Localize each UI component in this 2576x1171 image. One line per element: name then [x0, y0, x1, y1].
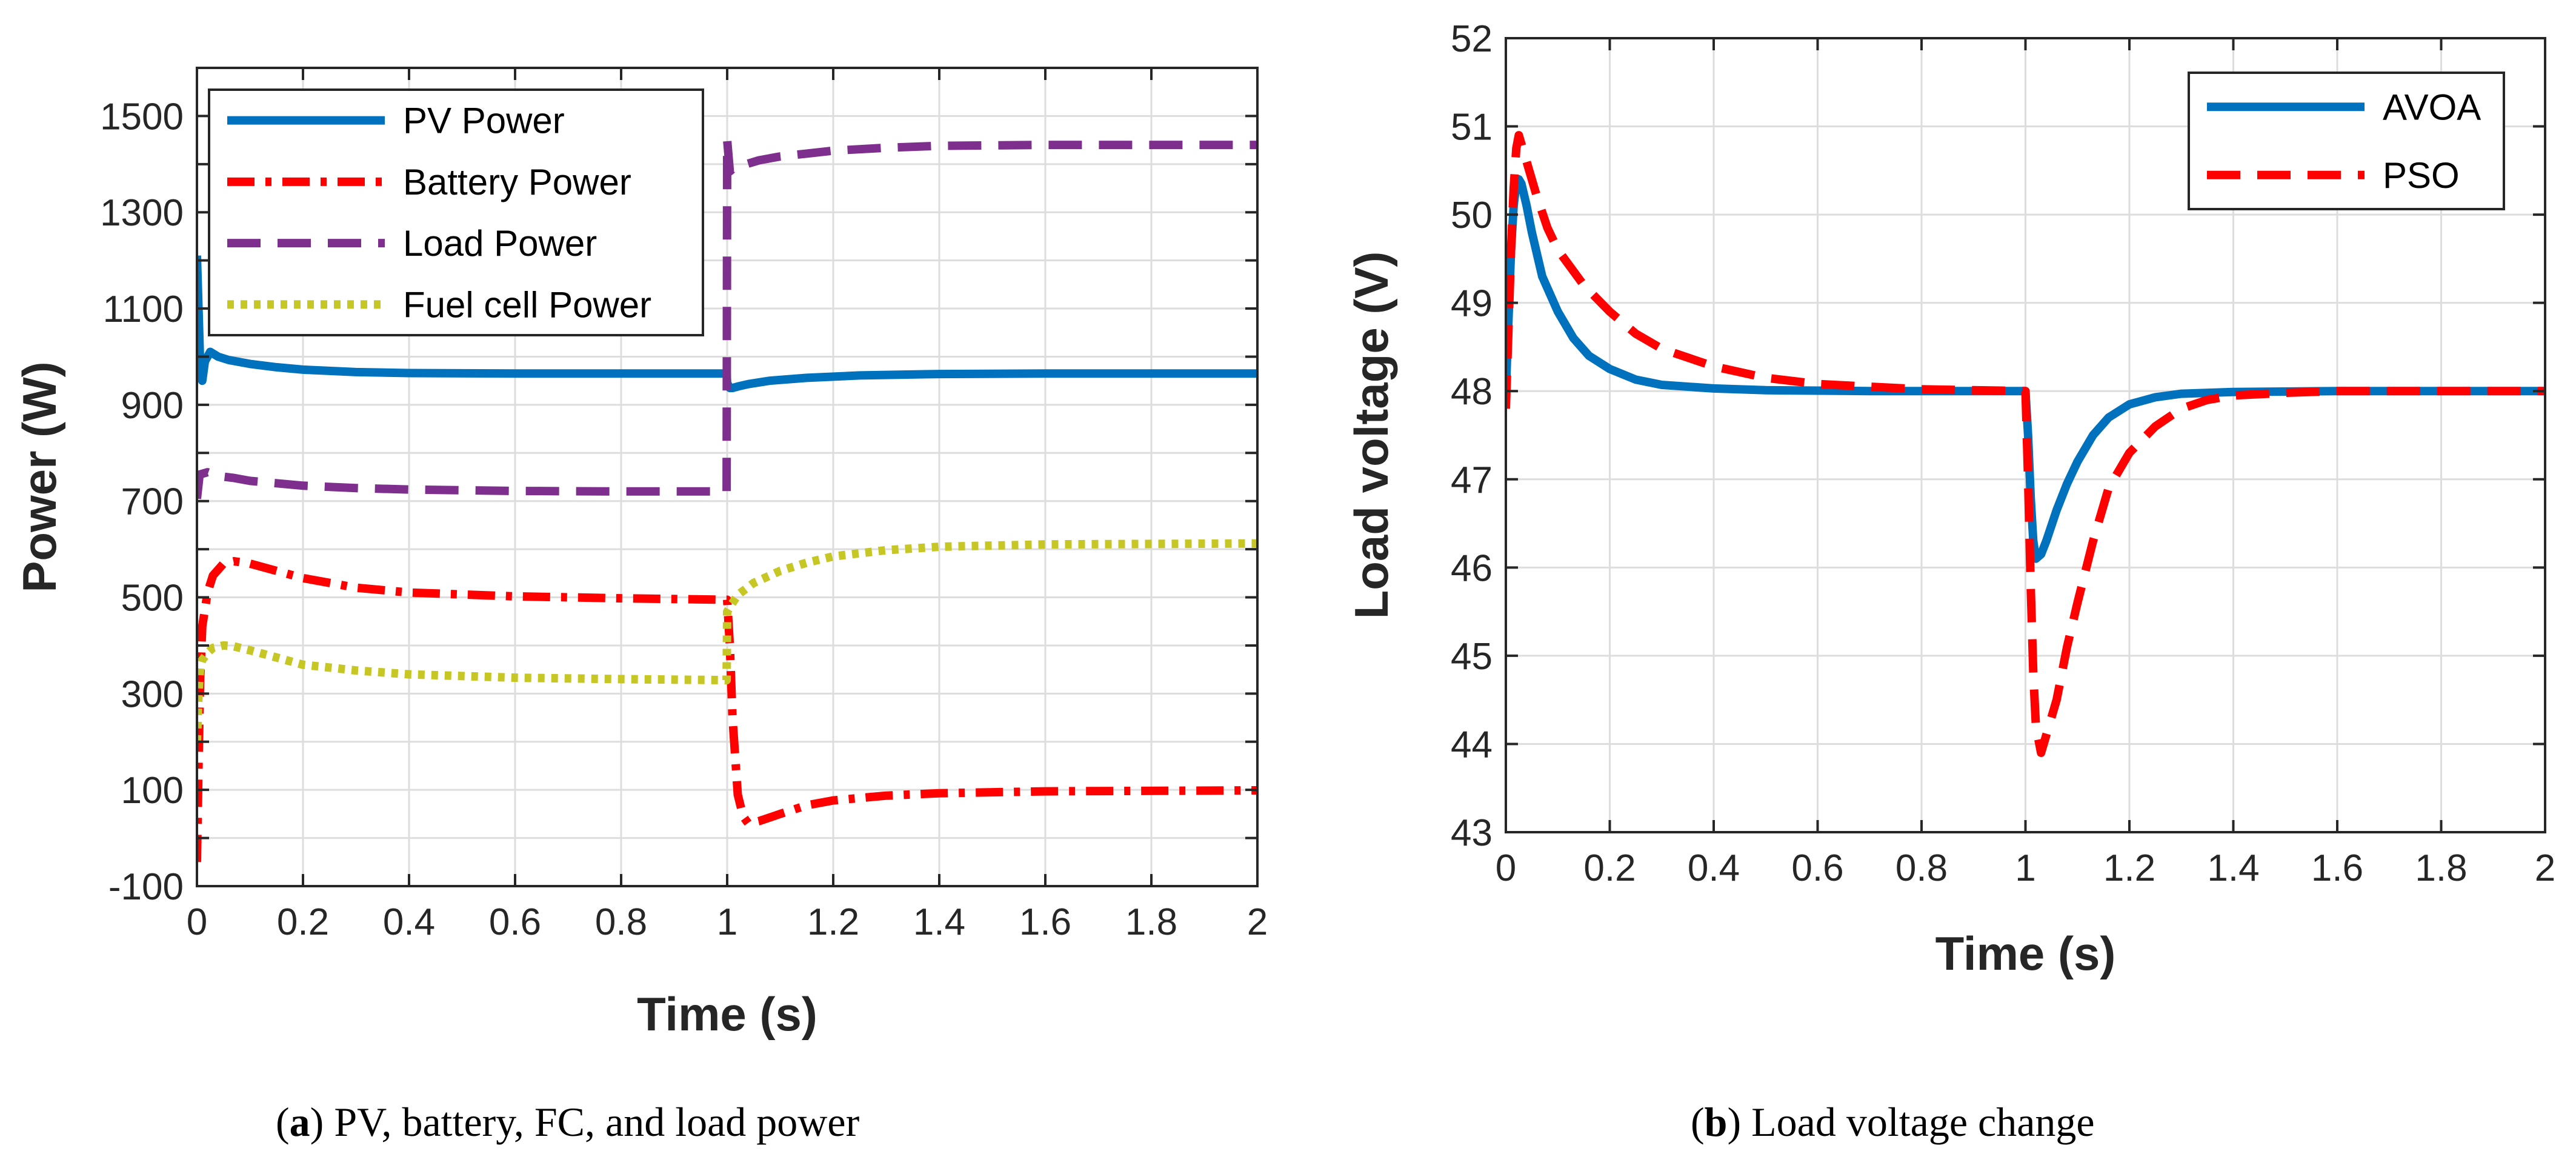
legend-box [208, 88, 704, 336]
legend-label: Load Power [403, 223, 597, 264]
y-tick-label: 100 [121, 770, 184, 812]
x-tick-label: 0.4 [383, 901, 435, 943]
y-tick-label: 51 [1451, 107, 1493, 148]
y-tick-label: 500 [121, 578, 184, 619]
y-tick-label: 700 [121, 481, 184, 523]
caption-b-text: Load voltage change [1741, 1099, 2095, 1145]
caption-b: (b) Load voltage change [1691, 1099, 2095, 1145]
y-tick-label: 46 [1451, 547, 1493, 589]
y-tick-label: 43 [1451, 812, 1493, 854]
y-tick-label: 900 [121, 385, 184, 427]
x-tick-label: 1 [2015, 847, 2035, 889]
x-tick-label: 0.8 [1895, 847, 1948, 889]
legend-label: AVOA [2383, 87, 2481, 127]
x-tick-label: 2 [2535, 847, 2555, 889]
caption-a: (a) PV, battery, FC, and load power [276, 1099, 860, 1145]
legend-label: PSO [2383, 155, 2460, 196]
y-axis-label: Load voltage (V) [1345, 252, 1398, 619]
chart-panel-b: 0 0.2 0.4 0.6 0.8 1 1.2 1.4 1.6 1.8 2 43 44 45 46 47 48 4… [1345, 18, 2555, 980]
x-tick-label: 1.2 [807, 901, 859, 943]
series-group [1506, 131, 2545, 757]
legend: AVOA PSO [2188, 72, 2505, 210]
legend-label: Battery Power [403, 162, 631, 202]
y-tick-label: 47 [1451, 459, 1493, 501]
y-tick-label: 1100 [103, 289, 184, 330]
y-tick-label: 45 [1451, 636, 1493, 678]
x-tick-label: 1.6 [1019, 901, 1071, 943]
y-tick-label: 44 [1451, 724, 1493, 766]
x-tick-label: 0.4 [1688, 847, 1740, 889]
y-tick-label: 300 [121, 673, 184, 715]
x-tick-label: 1.4 [913, 901, 965, 943]
series-line-load-power [197, 136, 1257, 499]
x-tick-label: 1 [717, 901, 737, 943]
series-line-battery-power [197, 557, 1257, 862]
chart-panel-a: 0 0.2 0.4 0.6 0.8 1 1.2 1.4 1.6 1.8 2 -100 100 300 500… [13, 67, 1268, 1041]
y-tick-label: 50 [1451, 195, 1493, 236]
series-line-fuel-cell-power [197, 539, 1257, 742]
x-tick-label: 1.4 [2207, 847, 2259, 889]
x-tick-label: 0 [187, 901, 207, 943]
y-tick-label: -100 [108, 866, 184, 908]
x-tick-label: 1.6 [2311, 847, 2363, 889]
x-tick-label: 0 [1496, 847, 1516, 889]
x-tick-label: 0.2 [277, 901, 329, 943]
caption-a-text: PV, battery, FC, and load power [324, 1099, 860, 1145]
caption-b-label: b [1704, 1099, 1728, 1145]
y-tick-label: 1500 [100, 96, 184, 138]
x-tick-label: 1.8 [2415, 847, 2467, 889]
legend-label: PV Power [403, 101, 565, 141]
x-tick-label: 2 [1247, 901, 1268, 943]
x-axis-label: Time (s) [1935, 927, 2116, 980]
x-tick-label: 0.2 [1583, 847, 1636, 889]
legend-box [2188, 72, 2505, 210]
y-tick-label: 48 [1451, 371, 1493, 413]
caption-a-label: a [289, 1099, 310, 1145]
x-tick-label: 0.8 [595, 901, 647, 943]
y-axis-label: Power (W) [13, 361, 66, 592]
y-tick-label: 1300 [100, 192, 184, 234]
y-tick-label: 49 [1451, 283, 1493, 325]
x-tick-label: 0.6 [1791, 847, 1843, 889]
series-line-pso [1506, 131, 2545, 757]
legend-label: Fuel cell Power [403, 284, 651, 325]
x-tick-label: 1.2 [2103, 847, 2155, 889]
y-tick-label: 52 [1451, 18, 1493, 60]
x-tick-label: 0.6 [489, 901, 541, 943]
x-axis-label: Time (s) [637, 987, 817, 1041]
legend: PV Power Battery Power Load Power Fuel cell… [208, 88, 704, 336]
x-tick-label: 1.8 [1125, 901, 1177, 943]
